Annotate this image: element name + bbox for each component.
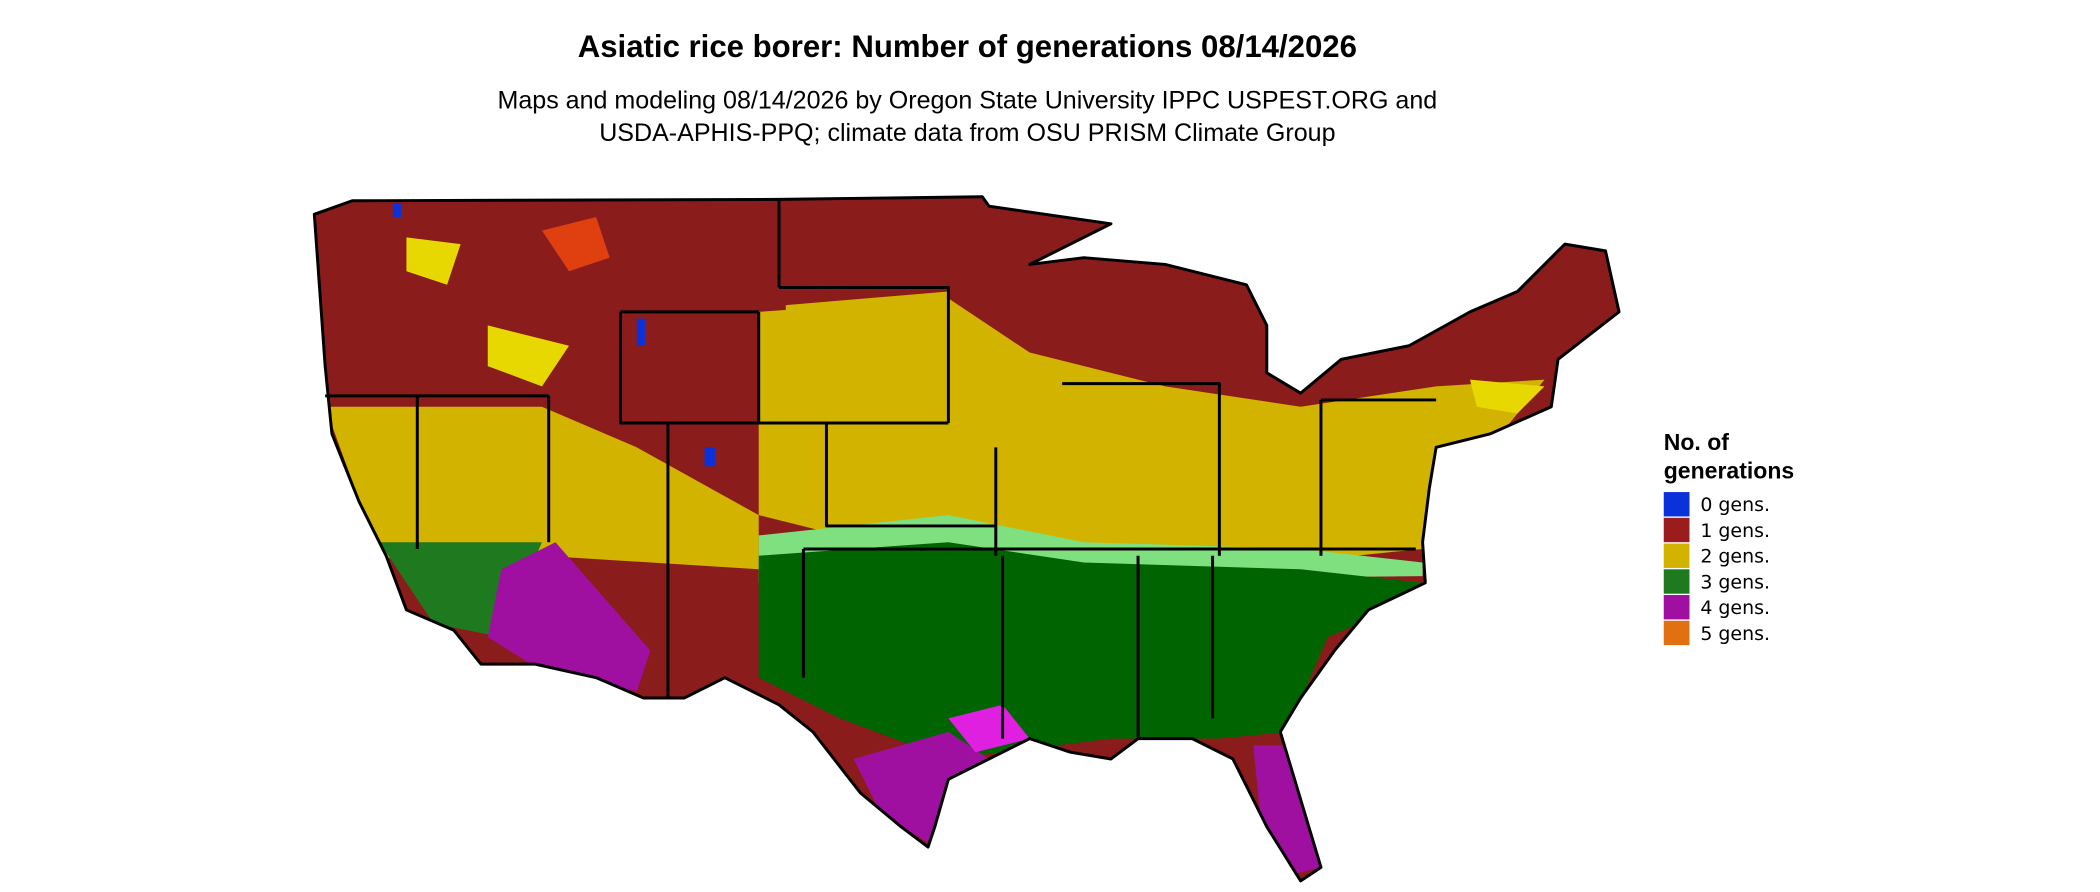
legend-label: 4 gens. bbox=[1700, 597, 1770, 619]
generation-map bbox=[314, 196, 1620, 881]
state-borders bbox=[312, 195, 1621, 883]
legend-title: generations bbox=[1664, 458, 1794, 484]
legend-swatch bbox=[1663, 543, 1690, 568]
legend-swatch bbox=[1663, 569, 1690, 594]
map-subtitle: USDA-APHIS-PPQ; climate data from OSU PR… bbox=[599, 119, 1335, 147]
legend-label: 0 gens. bbox=[1700, 494, 1770, 516]
legend-label: 1 gens. bbox=[1700, 520, 1770, 542]
legend-label: 2 gens. bbox=[1700, 546, 1770, 568]
map-subtitle: Maps and modeling 08/14/2026 by Oregon S… bbox=[497, 87, 1437, 115]
map-title: Asiatic rice borer: Number of generation… bbox=[578, 29, 1357, 64]
legend: No. of generations 0 gens. 1 gens. 2 gens.… bbox=[1663, 429, 1794, 646]
legend-swatch bbox=[1663, 492, 1690, 517]
legend-swatch bbox=[1663, 620, 1690, 646]
legend-title: No. of bbox=[1664, 429, 1730, 455]
legend-label: 3 gens. bbox=[1700, 571, 1770, 593]
legend-label: 5 gens. bbox=[1700, 623, 1770, 645]
legend-swatch bbox=[1663, 517, 1690, 543]
legend-swatch bbox=[1663, 595, 1690, 620]
